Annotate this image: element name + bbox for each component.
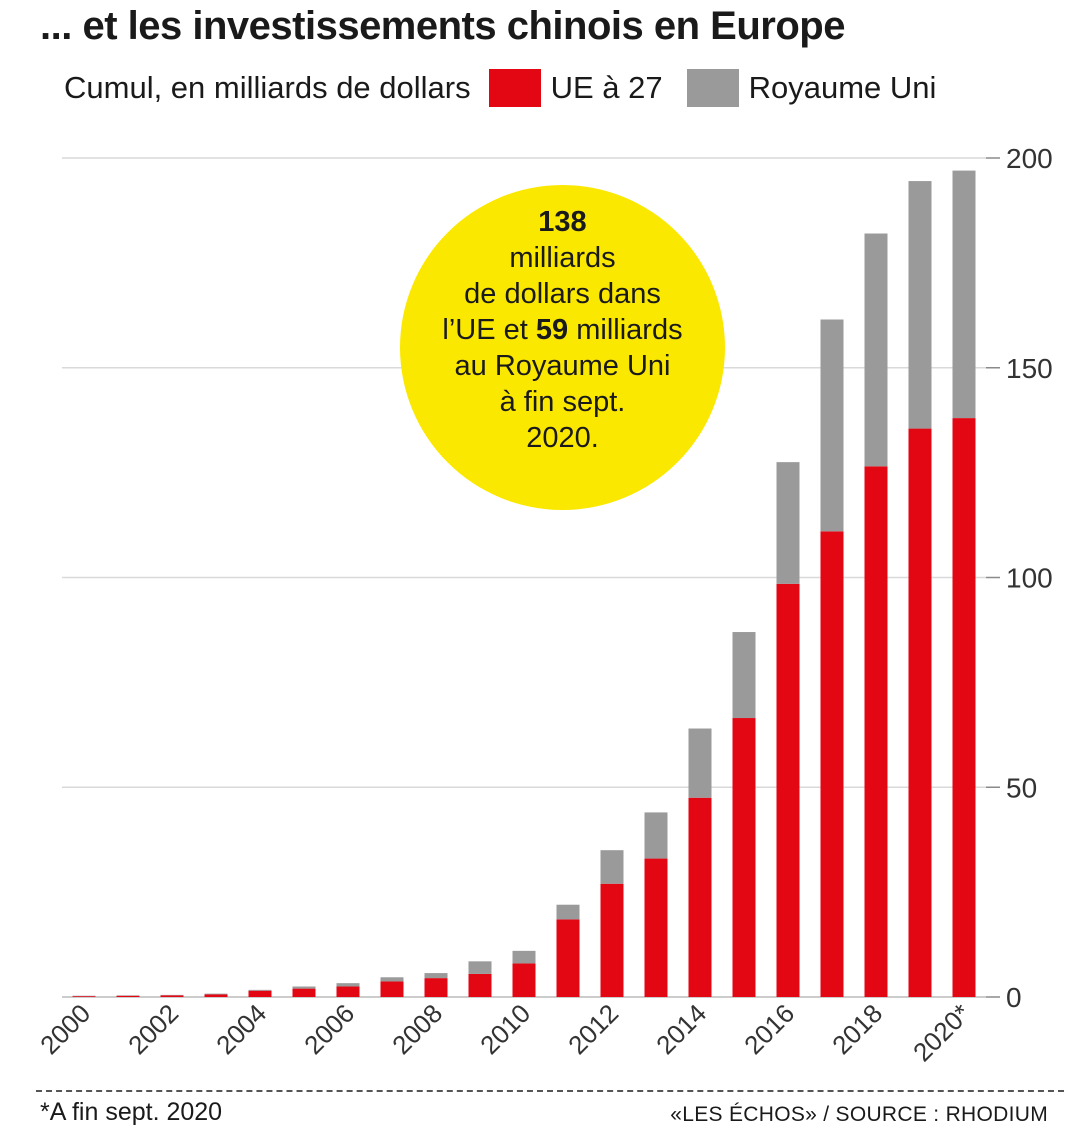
bar-uk-2013 [644,812,668,859]
y-tick-label-50: 50 [1006,772,1037,803]
chart-title: ... et les investissements chinois en Eu… [40,4,845,48]
bar-uk-2006 [336,983,360,987]
bar-eu-2011 [556,919,580,997]
bar-chart: 0 50 100 150 200 2000 2002 2004 2006 2008 2010 2012… [34,143,1053,1067]
bubble-uk-value: 59 [535,313,569,346]
x-tick-label-2012: 2012 [562,998,624,1060]
bar-uk-2012 [600,850,624,884]
legend-label-eu: UE à 27 [550,70,663,105]
bar-eu-2009 [468,973,492,997]
bar-eu-2003 [204,994,228,997]
footnote: *A fin sept. 2020 [40,1098,223,1126]
bar-eu-2017 [820,531,844,997]
y-tick-label-100: 100 [1006,563,1053,594]
legend-swatch-uk [686,69,739,107]
bubble-line-3-pre: l’UE et [442,313,536,346]
source-credit: «LES ÉCHOS» / SOURCE : RHODIUM [670,1103,1048,1126]
annotation-bubble: 138 milliards de dollars dans l’UE et 59… [400,185,725,510]
bar-eu-2015 [732,718,756,997]
bar-uk-2007 [380,977,404,982]
legend: Cumul, en milliards de dollars UE à 27 R… [64,66,936,110]
y-tick-label-200: 200 [1006,143,1053,174]
bar-uk-2005 [292,986,316,989]
bar-uk-2016 [776,462,800,584]
x-tick-label-2008: 2008 [386,998,448,1060]
x-tick-label-2002: 2002 [122,998,184,1060]
bar-uk-2018 [864,233,888,467]
bar-uk-2004 [248,989,272,991]
y-tick-label-150: 150 [1006,353,1053,384]
bar-eu-2010 [512,963,536,997]
bubble-line-3-post: milliards [568,313,683,346]
bar-uk-2019 [908,181,932,429]
bar-uk-2015 [732,632,756,719]
x-tick-label-2018: 2018 [826,998,888,1060]
bubble-line-2: de dollars dans [464,277,661,310]
bar-eu-2006 [336,986,360,997]
bar-eu-2020* [952,418,976,998]
bar-uk-2009 [468,961,492,974]
bar-eu-2001 [116,995,140,997]
legend-label-uk: Royaume Uni [748,70,937,105]
bar-eu-2013 [644,858,668,997]
x-tick-label-2004: 2004 [210,998,272,1060]
footer-divider [36,1090,1064,1092]
bar-eu-2004 [248,990,272,997]
x-tick-label-2020*: 2020* [907,998,976,1067]
bar-eu-2012 [600,883,624,997]
x-tick-label-2000: 2000 [34,998,96,1060]
bar-uk-2020* [952,170,976,419]
bar-eu-2000 [72,996,96,997]
bar-eu-2005 [292,988,316,997]
x-tick-label-2014: 2014 [650,998,712,1060]
bar-uk-2010 [512,950,536,964]
y-tick-label-0: 0 [1006,982,1022,1013]
bar-eu-2018 [864,466,888,997]
bubble-line-5: à fin sept. [499,385,626,418]
bar-uk-2003 [204,993,228,995]
unit-label: Cumul, en milliards de dollars [64,70,471,105]
bar-uk-2011 [556,904,580,920]
bar-eu-2019 [908,428,932,997]
bar-uk-2008 [424,973,448,979]
bubble-eu-value: 138 [538,205,587,238]
bubble-line-6: 2020. [526,421,599,454]
x-tick-label-2010: 2010 [474,998,536,1060]
bar-eu-2016 [776,583,800,997]
bar-uk-2017 [820,319,844,532]
bar-eu-2002 [160,995,184,997]
legend-swatch-eu [488,69,541,107]
x-tick-label-2006: 2006 [298,998,360,1060]
bubble-line-1: milliards [509,241,616,274]
bar-uk-2014 [688,728,712,798]
bar-eu-2007 [380,981,404,997]
bar-eu-2008 [424,978,448,997]
bubble-line-4: au Royaume Uni [454,349,671,382]
x-tick-label-2016: 2016 [738,998,800,1060]
bar-eu-2014 [688,797,712,997]
